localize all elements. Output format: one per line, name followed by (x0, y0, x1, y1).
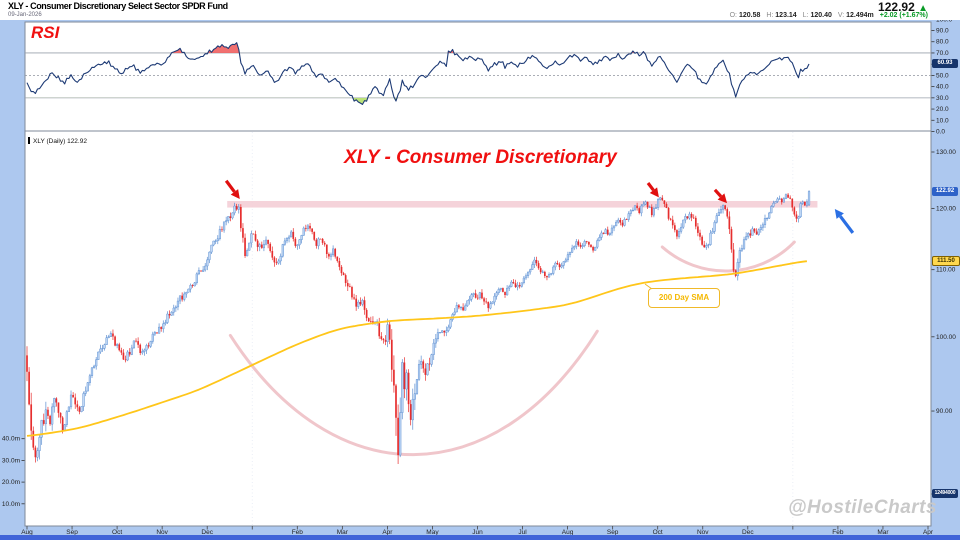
rsi-overbought-fill (171, 42, 645, 53)
axis-tick-label: 30.0m (2, 457, 20, 464)
axis-tick-label: Dec (742, 529, 754, 536)
candle-bodies-up (36, 191, 811, 458)
rsi-line (26, 42, 810, 105)
axis-tick-label: 20.0m (2, 479, 20, 486)
axis-tick-label: 50.0 (936, 72, 949, 79)
axis-tick-label: 40.0 (936, 84, 949, 91)
watermark: @HostileCharts (788, 497, 938, 518)
chart-date: 09-Jan-2026 (8, 12, 42, 18)
red-arrowhead-icon (230, 189, 240, 200)
red-arrow (713, 188, 723, 198)
axis-tick-label: 20.0 (936, 106, 949, 113)
axis-tick-label: Aug (21, 529, 33, 536)
resistance-band (227, 200, 818, 208)
axis-tick-label: 90.00 (936, 408, 953, 415)
axis-tick-label: Apr (382, 529, 393, 536)
red-arrowhead-icon (717, 193, 728, 204)
horizontal-scrollbar[interactable] (0, 535, 960, 540)
axis-tick-label: Nov (156, 529, 168, 536)
axis-tick-label: Sep (66, 529, 78, 536)
axis-tick-label: 0.0 (936, 129, 945, 136)
rsi-value-badge: 60.93 (932, 58, 958, 68)
axis-tick-label: 130.00 (936, 149, 956, 156)
axis-tick-label: Oct (653, 529, 663, 536)
axis-tick-label: Aug (562, 529, 574, 536)
axis-tick-label: 100.00 (936, 334, 956, 341)
axis-tick-label: Mar (877, 529, 889, 536)
axis-tick-label: 80.0 (936, 39, 949, 46)
chart-annotation-title: XLY - Consumer Discretionary (344, 147, 617, 168)
rsi-panel-label: RSI (31, 23, 60, 42)
rsi-panel (24, 21, 932, 132)
price-change: +2.02 (+1.67%) (879, 12, 928, 19)
axis-tick-label: 120.00 (936, 205, 956, 212)
candle-glyph-icon (28, 137, 30, 144)
axis-tick-label: 10.0 (936, 117, 949, 124)
axis-tick-label: Dec (201, 529, 213, 536)
axis-tick-label: May (426, 529, 439, 536)
axis-tick-label: 10.0m (2, 501, 20, 508)
axis-tick-label: Mar (337, 529, 349, 536)
rounding-arc (660, 240, 796, 273)
red-arrow (224, 179, 236, 193)
up-arrow-icon: ▲ (918, 3, 928, 14)
sma-200-line (26, 260, 808, 437)
axis-tick-label: 30.0 (936, 95, 949, 102)
last-price: 122.92 ▲ (878, 0, 928, 14)
axis-tick-label: Jul (518, 529, 527, 536)
axis-tick-label: 90.0 (936, 28, 949, 35)
symbol-title: XLY - Consumer Discretionary Select Sect… (8, 1, 228, 11)
sma-callout: 200 Day SMA (648, 288, 720, 308)
price-legend: XLY (Daily) 122.92 (28, 137, 87, 145)
axis-tick-label: Jun (472, 529, 483, 536)
axis-tick-label: 70.0 (936, 50, 949, 57)
axis-tick-label: Apr (923, 529, 934, 536)
sma-value-badge: 111.50 (932, 256, 960, 266)
chart-header: XLY - Consumer Discretionary Select Sect… (0, 0, 960, 20)
red-arrowhead-icon (649, 187, 659, 198)
axis-tick-label: Nov (697, 529, 709, 536)
axis-tick-label: 40.0m (2, 436, 20, 443)
ohlcv-row: O: 120.58 H: 123.14 L: 120.40 V: 12.494m… (729, 12, 928, 19)
rounding-arc (228, 329, 599, 457)
axis-tick-label: Feb (292, 529, 304, 536)
last-price-badge: 122.92 (932, 186, 958, 196)
axis-tick-label: Feb (832, 529, 844, 536)
axis-tick-label: Oct (112, 529, 122, 536)
blue-arrow (838, 215, 855, 234)
axis-tick-label: 110.00 (936, 267, 956, 274)
volume-badge: 12494000 (932, 489, 958, 498)
axis-tick-label: Sep (607, 529, 619, 536)
red-arrow (646, 182, 655, 192)
blue-arrowhead-icon (834, 208, 844, 219)
